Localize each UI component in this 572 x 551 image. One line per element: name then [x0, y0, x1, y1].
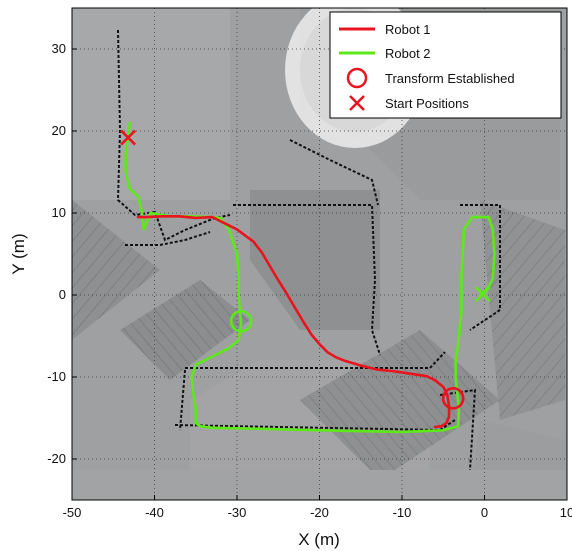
transform-marker	[229, 309, 253, 333]
x-axis-label: X (m)	[298, 530, 340, 549]
y-tick-label: -10	[47, 369, 66, 384]
x-axis-ticks: -50 -40 -30 -20 -10 0 10	[63, 495, 572, 520]
marker-layer	[120, 129, 491, 410]
y-axis-label: Y (m)	[9, 233, 28, 274]
legend-circle-icon	[346, 67, 368, 89]
legend-label-robot-2: Robot 2	[385, 46, 431, 61]
y-tick-label: 10	[52, 205, 66, 220]
y-tick-label: 0	[59, 287, 66, 302]
legend-item-transform: Transform Established	[346, 67, 515, 89]
x-tick-label: -10	[393, 505, 412, 520]
start-marker	[474, 286, 491, 303]
legend-label-start: Start Positions	[385, 96, 469, 111]
legend-item-start: Start Positions	[349, 95, 469, 111]
legend-label-transform: Transform Established	[385, 71, 515, 86]
y-tick-label: -20	[47, 451, 66, 466]
transform-marker	[441, 387, 465, 410]
legend-item-robot-2: Robot 2	[339, 46, 431, 61]
legend: Robot 1 Robot 2 Transform Established St…	[329, 11, 562, 119]
legend-item-robot-1: Robot 1	[339, 22, 431, 37]
y-axis-ticks: -20 -10 0 10 20 30	[47, 41, 77, 466]
x-tick-label: 10	[560, 505, 572, 520]
x-tick-label: 0	[481, 505, 488, 520]
legend-cross-icon	[349, 95, 365, 111]
y-tick-label: 20	[52, 123, 66, 138]
start-marker	[120, 129, 137, 146]
x-tick-label: -20	[310, 505, 329, 520]
x-tick-label: -50	[63, 505, 82, 520]
x-tick-label: -40	[145, 505, 164, 520]
x-tick-label: -30	[228, 505, 247, 520]
legend-label-robot-1: Robot 1	[385, 22, 431, 37]
y-tick-label: 30	[52, 41, 66, 56]
